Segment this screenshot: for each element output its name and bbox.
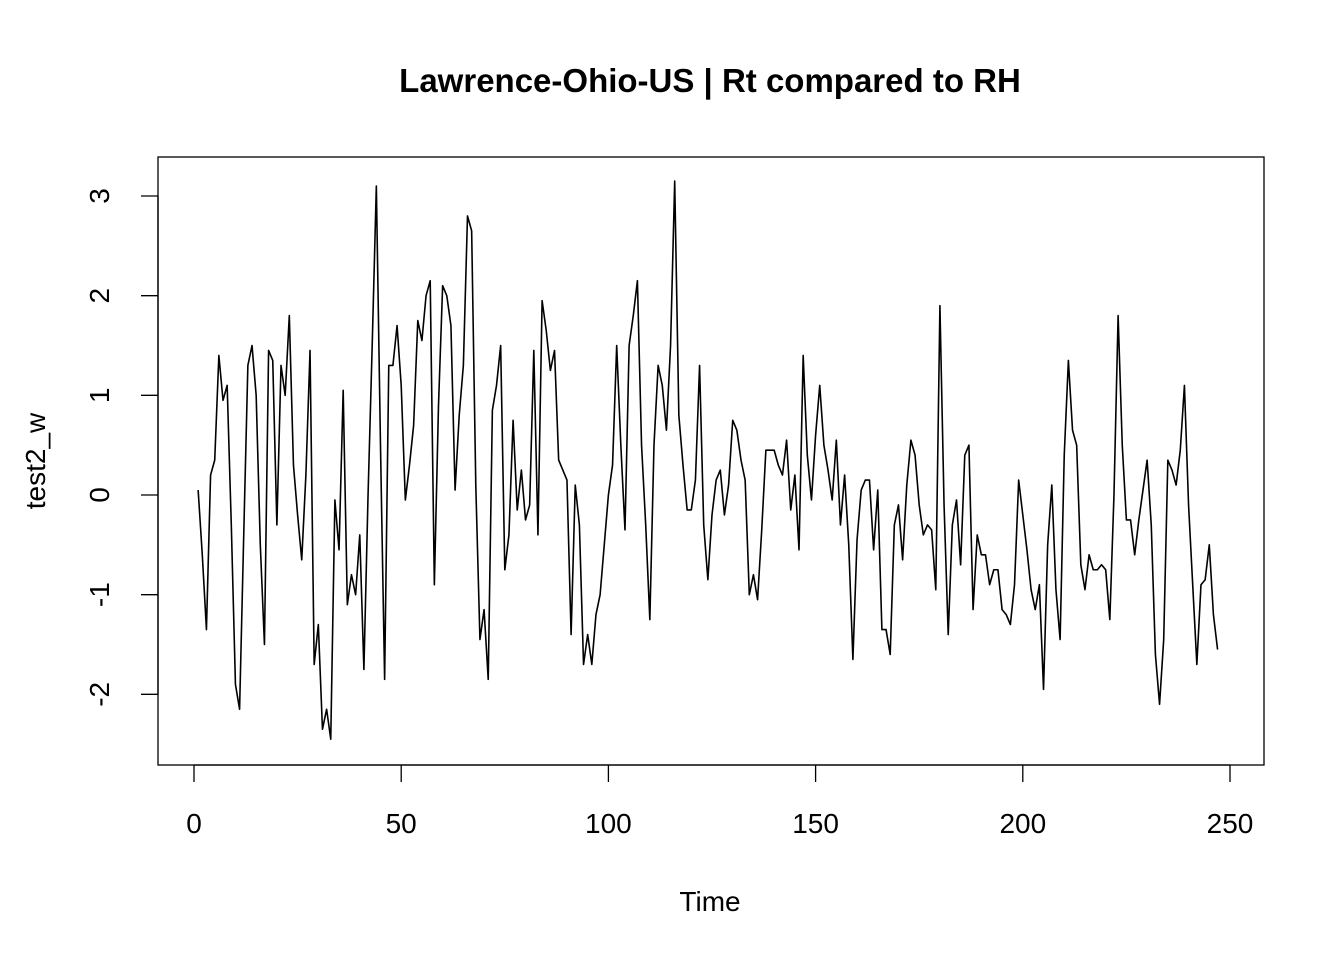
plot-frame: [157, 156, 1265, 766]
x-axis-label: Time: [679, 886, 740, 917]
y-tick-label: 1: [84, 388, 115, 404]
y-tick-label: 3: [84, 188, 115, 204]
series-line: [197, 180, 1219, 740]
y-tick-label: 2: [84, 288, 115, 304]
x-tick-label: 50: [386, 808, 417, 839]
x-tick-label: 100: [585, 808, 632, 839]
x-tick-label: 150: [792, 808, 839, 839]
chart-title: Lawrence-Ohio-US | Rt compared to RH: [399, 62, 1021, 99]
y-tick-label: -2: [84, 682, 115, 707]
y-tick-label: -1: [84, 582, 115, 607]
y-tick-label: 0: [84, 487, 115, 503]
x-axis: 0 50 100 150 200 250: [186, 764, 1254, 839]
y-axis: -2 -1 0 1 2 3: [84, 188, 159, 707]
x-tick-label: 0: [186, 808, 202, 839]
x-tick-label: 250: [1207, 808, 1254, 839]
y-axis-label: test2_w: [20, 412, 51, 509]
x-tick-label: 200: [999, 808, 1046, 839]
